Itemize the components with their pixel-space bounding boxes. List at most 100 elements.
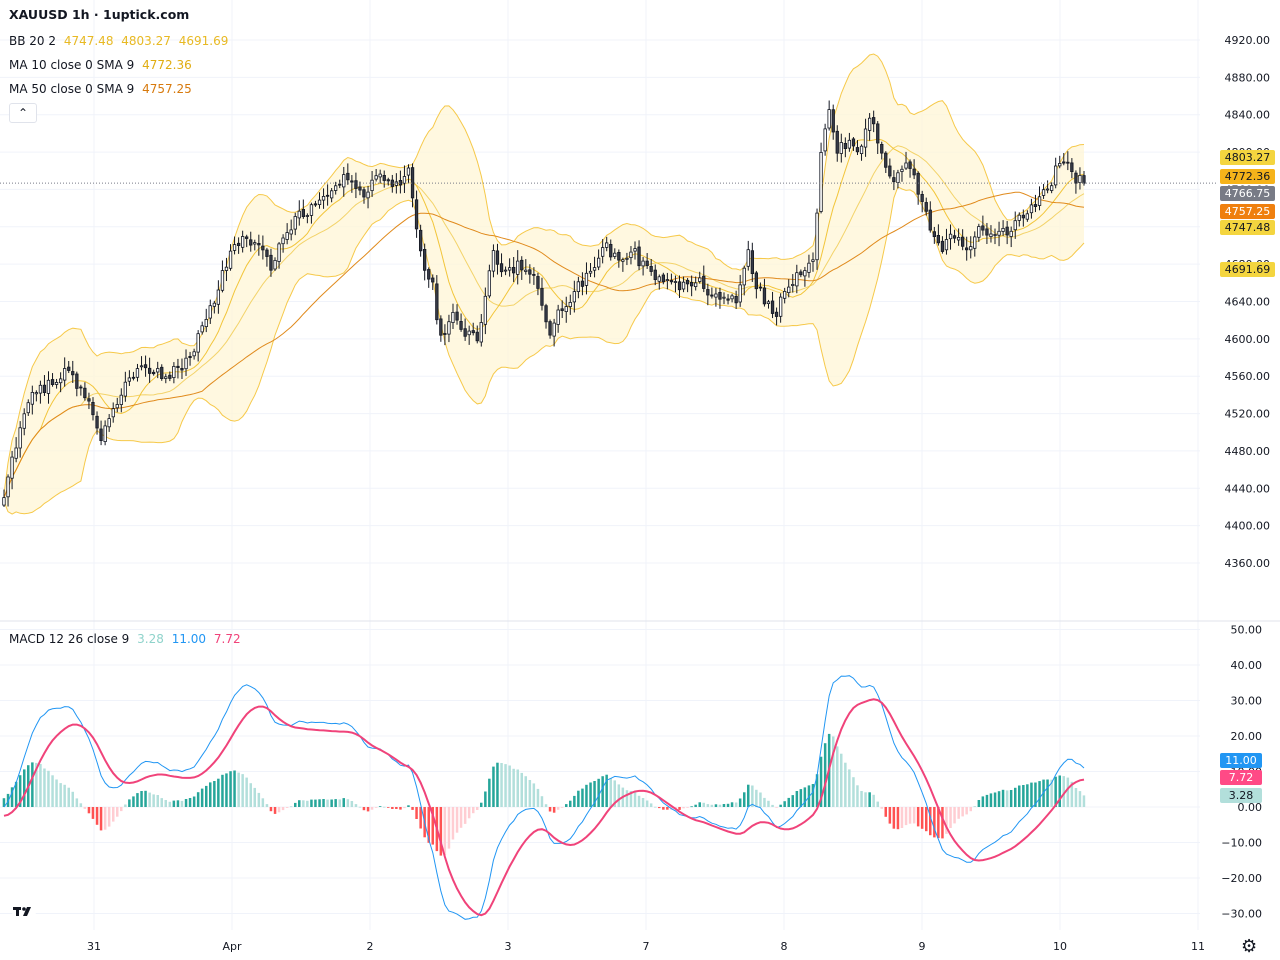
candle-body: [795, 272, 799, 287]
candle-body: [928, 209, 932, 231]
macd-histogram-bar: [338, 799, 341, 807]
time-tick-label: 8: [781, 940, 788, 953]
macd-histogram-bar: [350, 801, 354, 807]
candle-body: [645, 260, 649, 267]
time-tick-label: 3: [505, 940, 512, 953]
candle: [196, 330, 200, 362]
macd-histogram-bar: [455, 807, 459, 833]
candle: [172, 362, 176, 384]
candle: [467, 325, 471, 345]
macd-histogram-bar: [977, 800, 981, 807]
candle-body: [83, 387, 87, 399]
candle-body: [147, 367, 152, 374]
collapse-legend-button[interactable]: ⌃: [9, 103, 37, 123]
macd-histogram-bar: [91, 807, 95, 819]
candle: [738, 274, 742, 307]
macd-histogram-bar: [221, 774, 224, 807]
candle-body: [1009, 230, 1013, 237]
price-tick-label: 4520.00: [1225, 408, 1271, 421]
macd-histogram-bar: [544, 804, 548, 807]
time-tick-label: 9: [919, 940, 926, 953]
candle-body: [220, 270, 225, 291]
candle-body: [301, 208, 306, 217]
macd-histogram-bar: [476, 807, 479, 810]
candle: [540, 277, 544, 311]
candle-body: [487, 270, 492, 297]
macd-histogram-bar: [14, 781, 18, 807]
macd-histogram-bar: [1042, 779, 1045, 807]
macd-histogram-bar: [318, 799, 321, 807]
candle: [54, 378, 59, 389]
macd-histogram-bar: [997, 791, 1001, 807]
macd-badge: 3.28: [1220, 788, 1262, 803]
macd-histogram-bar: [196, 792, 200, 807]
macd-histogram-bar: [472, 807, 475, 814]
macd-histogram-bar: [399, 807, 402, 810]
candle: [779, 293, 783, 323]
candle: [572, 280, 576, 313]
candle-body: [532, 273, 536, 276]
candle: [544, 303, 548, 329]
ma10-legend[interactable]: MA 10 close 0 SMA 9 4772.36: [9, 58, 196, 72]
candle: [1009, 226, 1013, 248]
candle-body: [495, 250, 500, 265]
bb-basis-value: 4747.48: [63, 34, 114, 48]
candle: [1037, 186, 1042, 211]
candle-body: [940, 240, 945, 252]
candle-body: [791, 283, 795, 286]
candle: [459, 313, 463, 332]
candle: [552, 318, 556, 347]
candle: [228, 244, 233, 271]
candle: [706, 283, 710, 306]
bb-legend[interactable]: BB 20 2 4747.48 4803.27 4691.69: [9, 34, 232, 48]
candle: [87, 392, 91, 410]
ma10-value: 4772.36: [142, 58, 192, 72]
candle: [350, 175, 354, 193]
time-tick-label: 2: [367, 940, 374, 953]
price-badge: 4803.27: [1220, 150, 1275, 165]
candle: [714, 287, 718, 307]
candle: [952, 229, 957, 244]
candle: [940, 236, 945, 254]
candle: [95, 411, 99, 435]
macd-histogram-bar: [358, 806, 362, 808]
candle: [463, 318, 467, 341]
candle: [6, 474, 10, 507]
candle-body: [524, 269, 528, 272]
candle-body: [156, 368, 160, 373]
macd-histogram-bar: [832, 736, 835, 807]
candle: [835, 125, 839, 162]
macd-histogram-bar: [734, 802, 738, 807]
candle-body: [904, 162, 908, 169]
macd-histogram-bar: [184, 799, 188, 807]
settings-gear-icon[interactable]: ⚙: [1241, 936, 1258, 957]
candle: [293, 212, 297, 236]
candle-body: [698, 277, 702, 282]
macd-histogram-bar: [844, 762, 847, 807]
candle: [1001, 220, 1005, 236]
candle-body: [139, 365, 144, 368]
candle: [896, 169, 900, 189]
candle-body: [289, 229, 293, 235]
candle: [556, 304, 560, 333]
candle-body: [1021, 214, 1025, 219]
candle: [718, 287, 722, 309]
price-tick-label: 4880.00: [1225, 71, 1271, 84]
candle: [977, 223, 981, 242]
macd-histogram-bar: [451, 807, 455, 840]
macd-histogram-bar: [1074, 788, 1078, 807]
candle: [576, 276, 580, 299]
tradingview-logo-icon[interactable]: [10, 899, 38, 923]
candle: [653, 264, 657, 286]
ma50-legend[interactable]: MA 50 close 0 SMA 9 4757.25: [9, 82, 196, 96]
candle-body: [273, 259, 277, 270]
macd-histogram-bar: [403, 807, 406, 809]
candle: [317, 192, 322, 209]
candle-body: [1074, 172, 1078, 184]
macd-tick-label: 30.00: [1231, 695, 1263, 708]
macd-legend[interactable]: MACD 12 26 close 9 3.28 11.00 7.72: [9, 632, 245, 646]
macd-histogram-bar: [374, 807, 378, 808]
macd-histogram-bar: [1062, 776, 1065, 807]
candle: [694, 276, 698, 291]
